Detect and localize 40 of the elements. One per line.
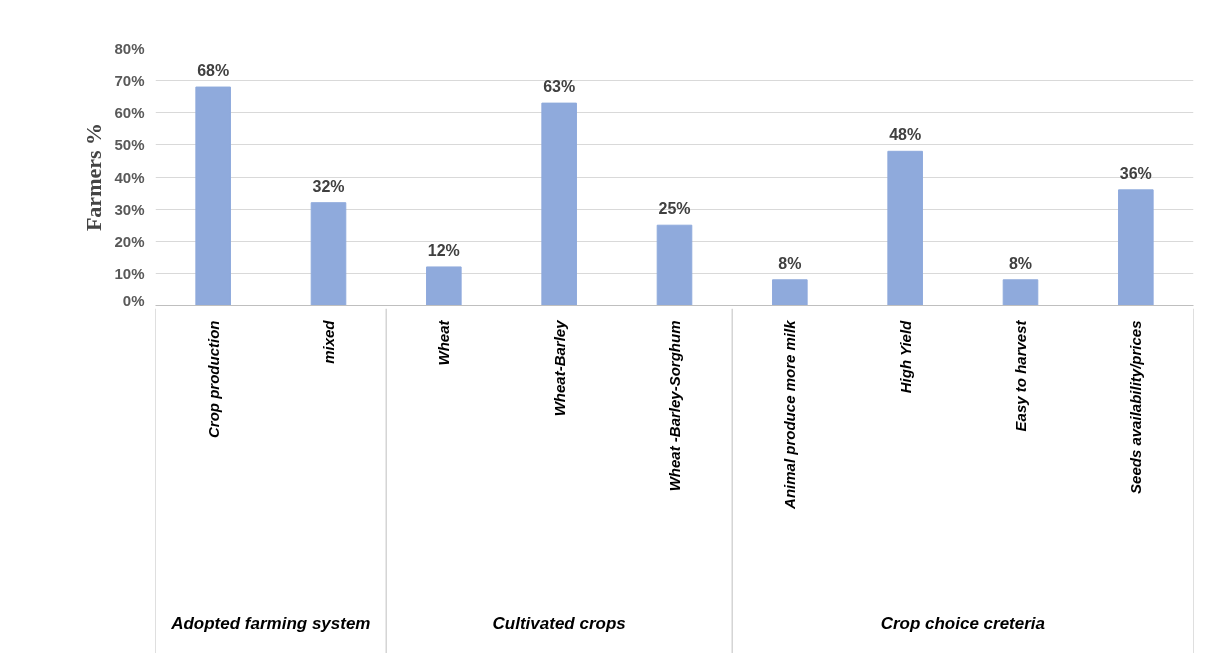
data-label: 25%	[658, 200, 691, 218]
bar	[1118, 189, 1154, 306]
bar	[541, 102, 577, 306]
data-label: 68%	[197, 62, 230, 80]
bar	[426, 266, 462, 306]
x-tick-label: Crop production	[204, 320, 222, 438]
y-tick-label: 50%	[114, 136, 145, 154]
bar	[887, 150, 923, 306]
y-tick-label: 40%	[114, 168, 145, 186]
text: Crop choice creteria	[880, 614, 1046, 633]
y-axis-title: Farmers %	[81, 122, 107, 232]
y-tick-label: 60%	[114, 104, 145, 122]
x-tick-label: mixed	[320, 319, 337, 364]
y-tick-label: 10%	[114, 264, 145, 282]
y-tick-label: 30%	[114, 200, 145, 218]
data-label: 12%	[427, 241, 460, 259]
bar	[772, 279, 808, 306]
data-label: 36%	[1119, 164, 1152, 182]
x-tick-label: Seeds availability/prices	[1127, 320, 1145, 494]
bar	[1002, 279, 1039, 306]
y-tick-label: 70%	[114, 72, 145, 90]
x-tick-label: Wheat-Barley	[550, 319, 568, 417]
data-label: 8%	[778, 254, 802, 272]
text: Adopted farming system	[170, 614, 371, 633]
x-tick-label: Wheat	[435, 319, 453, 366]
x-tick-label: High Yield	[896, 319, 914, 394]
data-label: 8%	[1008, 254, 1033, 272]
x-tick-label: Easy to harvest	[1012, 319, 1029, 432]
bar	[310, 202, 347, 306]
data-label: 32%	[312, 177, 345, 195]
bar	[656, 224, 693, 306]
y-tick-label: 20%	[114, 232, 145, 250]
x-tick-label: Wheat -Barley-Sorghum	[666, 320, 683, 492]
text: Cultivated crops	[492, 614, 626, 633]
bar	[195, 86, 231, 306]
data-label: 63%	[543, 78, 576, 96]
x-tick-label: Animal produce more milk	[781, 319, 799, 510]
data-label: 48%	[889, 126, 922, 144]
y-tick-label: 80%	[114, 40, 145, 57]
y-tick-label: 0%	[122, 291, 145, 309]
